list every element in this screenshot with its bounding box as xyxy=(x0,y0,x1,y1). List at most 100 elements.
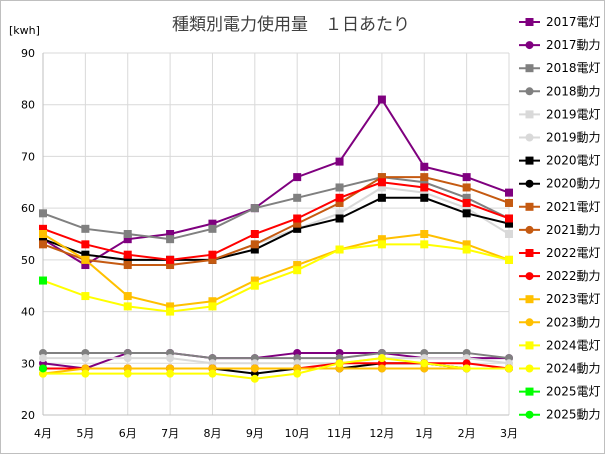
x-tick-label: 4月 xyxy=(34,427,52,440)
series-line xyxy=(42,351,509,370)
legend-swatch-marker xyxy=(525,110,534,119)
data-point xyxy=(293,193,302,202)
legend-swatch-marker xyxy=(525,272,534,281)
data-point xyxy=(208,369,217,378)
legend-entry: 2020動力 xyxy=(519,177,601,191)
series-line xyxy=(42,176,510,267)
legend-entry: 2021動力 xyxy=(519,223,601,237)
chart-title: 種類別電力使用量 １日あたり xyxy=(172,14,410,35)
data-point xyxy=(377,178,386,187)
y-tick-label: 20 xyxy=(21,409,35,422)
legend-swatch-marker xyxy=(525,202,534,211)
axes: 20 30 40 50 60 70 80 90 4月 5月 6月 7月 8月 9月 10月 11月 12月 1月 2… xyxy=(21,47,518,440)
data-point xyxy=(420,193,429,202)
data-point xyxy=(505,230,513,238)
data-point xyxy=(123,261,132,270)
data-point xyxy=(250,245,259,254)
series-2021電灯 xyxy=(39,173,513,270)
legend-label: 2019動力 xyxy=(546,131,601,145)
legend-entry: 2021電灯 xyxy=(519,200,601,214)
legend-entry: 2019電灯 xyxy=(519,107,601,121)
data-point xyxy=(505,255,513,264)
data-point xyxy=(39,364,47,373)
data-point xyxy=(208,255,217,264)
legend-swatch-marker xyxy=(525,18,534,26)
data-point xyxy=(293,224,302,233)
data-point xyxy=(335,245,344,254)
data-point xyxy=(166,369,175,378)
data-point xyxy=(166,255,175,264)
legend-entry: 2022電灯 xyxy=(519,246,601,260)
data-point xyxy=(420,230,429,238)
legend-label: 2025動力 xyxy=(546,408,601,422)
series-line xyxy=(42,232,510,308)
data-point xyxy=(335,359,344,368)
series-line xyxy=(42,181,510,261)
data-point xyxy=(123,302,132,311)
data-point xyxy=(505,188,513,197)
series-line xyxy=(43,357,510,365)
data-point xyxy=(377,95,386,104)
data-point xyxy=(250,281,259,290)
data-point xyxy=(420,178,429,187)
legend: 2017電灯 2017動力 2018電灯 2018動力 2019電灯 2019動力 2020… xyxy=(519,15,601,422)
data-point xyxy=(81,224,90,233)
legend-swatch-marker xyxy=(525,318,534,327)
y-tick-label: 90 xyxy=(21,47,35,60)
series-line xyxy=(42,367,509,375)
legend-entry: 2018電灯 xyxy=(519,61,601,75)
legend-swatch-marker xyxy=(525,295,534,304)
x-tick-label: 8月 xyxy=(203,427,221,440)
data-point xyxy=(335,183,344,192)
data-point xyxy=(462,204,471,213)
data-point xyxy=(123,255,132,264)
data-point xyxy=(462,364,471,373)
legend-swatch-marker xyxy=(525,387,534,396)
data-point xyxy=(293,214,302,223)
data-point xyxy=(250,374,259,383)
legend-entry: 2018動力 xyxy=(519,84,601,98)
legend-swatch-marker xyxy=(525,410,534,419)
legend-label: 2018電灯 xyxy=(546,61,601,75)
x-tick-label: 10月 xyxy=(285,427,310,440)
series-2025電灯 xyxy=(39,276,47,285)
data-point xyxy=(462,193,471,202)
data-point xyxy=(420,359,429,368)
data-point xyxy=(505,364,513,373)
series-line xyxy=(43,357,509,380)
legend-label: 2020電灯 xyxy=(546,154,601,168)
data-point xyxy=(166,235,175,244)
data-point xyxy=(123,292,132,301)
data-point xyxy=(377,354,386,363)
data-point xyxy=(420,183,429,192)
legend-label: 2021動力 xyxy=(546,223,601,237)
x-tick-label: 1月 xyxy=(415,427,433,440)
data-point xyxy=(250,240,259,249)
data-point xyxy=(166,302,175,311)
data-point xyxy=(377,364,386,373)
x-tick-label: 11月 xyxy=(327,427,352,440)
data-point xyxy=(293,266,302,275)
x-tick-label: 6月 xyxy=(119,427,137,440)
data-point xyxy=(81,354,90,363)
series-line xyxy=(42,196,510,261)
x-tick-label: 3月 xyxy=(500,427,518,440)
legend-swatch-marker xyxy=(525,179,534,188)
data-point xyxy=(39,230,47,238)
legend-label: 2020動力 xyxy=(546,177,601,191)
data-point xyxy=(462,173,471,182)
data-point xyxy=(166,230,175,238)
data-point xyxy=(166,261,175,270)
data-point xyxy=(39,209,47,218)
legend-entry: 2023電灯 xyxy=(519,292,601,306)
legend-label: 2017電灯 xyxy=(546,15,601,29)
y-tick-label: 30 xyxy=(21,357,35,370)
legend-entry: 2025動力 xyxy=(519,408,601,422)
data-point xyxy=(293,219,302,228)
data-point xyxy=(81,255,90,264)
data-point xyxy=(377,235,386,244)
legend-swatch-marker xyxy=(525,341,534,350)
y-axis-label: [kwh] xyxy=(9,24,40,37)
y-tick-label: 60 xyxy=(21,202,35,215)
legend-swatch-marker xyxy=(525,87,534,96)
